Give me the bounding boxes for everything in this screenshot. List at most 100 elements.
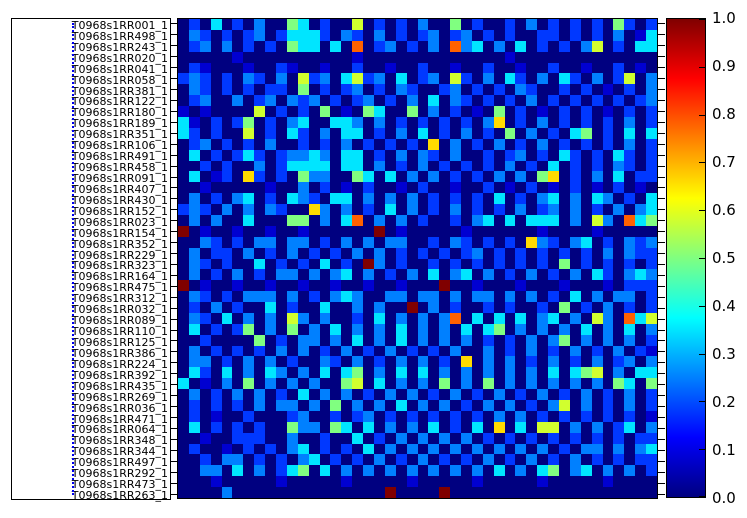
heatmap-cell (624, 182, 636, 194)
heatmap-cell (461, 40, 472, 52)
heatmap-cell (537, 214, 549, 226)
heatmap-cell (537, 454, 549, 466)
heatmap-cell (439, 302, 451, 313)
heatmap-cell (319, 269, 331, 281)
axis-tick (170, 209, 177, 211)
heatmap-cell (482, 312, 494, 324)
heatmap-cell (199, 454, 211, 466)
heatmap-cell (275, 454, 287, 466)
heatmap-cell (591, 302, 603, 313)
heatmap-cell (580, 400, 592, 411)
axis-tick (658, 220, 665, 222)
axis-tick (658, 187, 665, 189)
heatmap-cell (624, 400, 636, 411)
heatmap-cell (178, 73, 189, 85)
heatmap-cell (232, 236, 244, 248)
heatmap-cell (569, 204, 581, 215)
heatmap-cell (178, 378, 189, 390)
heatmap-cell (635, 302, 647, 313)
heatmap-cell (439, 19, 451, 30)
heatmap-cell (428, 421, 440, 433)
heatmap-cell (363, 204, 374, 215)
heatmap-cell (232, 193, 244, 205)
heatmap-cell (428, 193, 440, 205)
heatmap-cell (297, 106, 309, 117)
heatmap-cell (526, 389, 538, 401)
heatmap-cell (319, 214, 331, 226)
heatmap-cell (319, 225, 331, 237)
heatmap-cell (352, 312, 364, 324)
heatmap-cell (406, 62, 418, 74)
heatmap-cell (646, 106, 657, 117)
heatmap-cell (308, 160, 320, 172)
heatmap-cell (591, 389, 603, 401)
heatmap-cell (580, 149, 592, 161)
heatmap-cell (482, 432, 494, 444)
heatmap-cell (526, 51, 538, 63)
heatmap-cell (330, 171, 342, 183)
heatmap-cell (352, 280, 364, 292)
heatmap-cell (613, 302, 625, 313)
row-label: T0968s1RR224_1 (71, 357, 168, 371)
heatmap-cell (384, 487, 396, 498)
heatmap-cell (635, 138, 647, 150)
heatmap-cell (482, 193, 494, 205)
heatmap-cell (319, 84, 331, 96)
heatmap-cell (178, 432, 189, 444)
heatmap-cell (319, 95, 331, 107)
heatmap-cell (178, 236, 189, 248)
heatmap-cell (221, 400, 233, 411)
heatmap-cell (341, 280, 353, 292)
heatmap-cell (624, 410, 636, 422)
heatmap-cell (363, 476, 374, 488)
heatmap-cell (417, 51, 429, 63)
heatmap-cell (493, 302, 505, 313)
heatmap-cell (646, 40, 657, 52)
heatmap-cell (537, 225, 549, 237)
heatmap-cell (330, 182, 342, 194)
heatmap-cell (221, 19, 233, 30)
heatmap-cell (384, 214, 396, 226)
heatmap-cell (232, 356, 244, 368)
colorbar-tick (699, 66, 705, 68)
heatmap-cell (450, 432, 462, 444)
heatmap-cell (352, 291, 364, 303)
heatmap-cell (395, 312, 407, 324)
heatmap-cell (602, 345, 614, 357)
heatmap-cell (450, 73, 462, 85)
row-label: T0968s1RR498_1 (71, 29, 168, 43)
heatmap-cell (395, 247, 407, 259)
heatmap-cell (482, 476, 494, 488)
heatmap-cell (210, 400, 222, 411)
heatmap-cell (471, 160, 483, 172)
heatmap-cell (286, 182, 298, 194)
heatmap-cell (352, 269, 364, 281)
heatmap-cell (275, 40, 287, 52)
heatmap-cell (221, 334, 233, 346)
heatmap-cell (373, 378, 385, 390)
heatmap-cell (188, 95, 200, 107)
axis-tick (170, 417, 177, 418)
heatmap-cell (537, 160, 549, 172)
heatmap-cell (352, 432, 364, 444)
heatmap-cell (406, 160, 418, 172)
heatmap-cell (188, 19, 200, 30)
heatmap-cell (352, 73, 364, 85)
heatmap-cell (580, 40, 592, 52)
heatmap-cell (188, 171, 200, 183)
heatmap-cell (352, 106, 364, 117)
heatmap-cell (330, 40, 342, 52)
heatmap-cell (417, 476, 429, 488)
heatmap-cell (373, 291, 385, 303)
heatmap-cell (308, 487, 320, 498)
heatmap-cell (188, 280, 200, 292)
heatmap-cell (526, 193, 538, 205)
heatmap-cell (439, 465, 451, 477)
heatmap-cell (559, 258, 570, 270)
heatmap-cell (471, 389, 483, 401)
heatmap-cell (395, 345, 407, 357)
heatmap-cell (526, 367, 538, 379)
heatmap-cell (352, 389, 364, 401)
heatmap-cell (341, 127, 353, 139)
heatmap-cell (580, 465, 592, 477)
